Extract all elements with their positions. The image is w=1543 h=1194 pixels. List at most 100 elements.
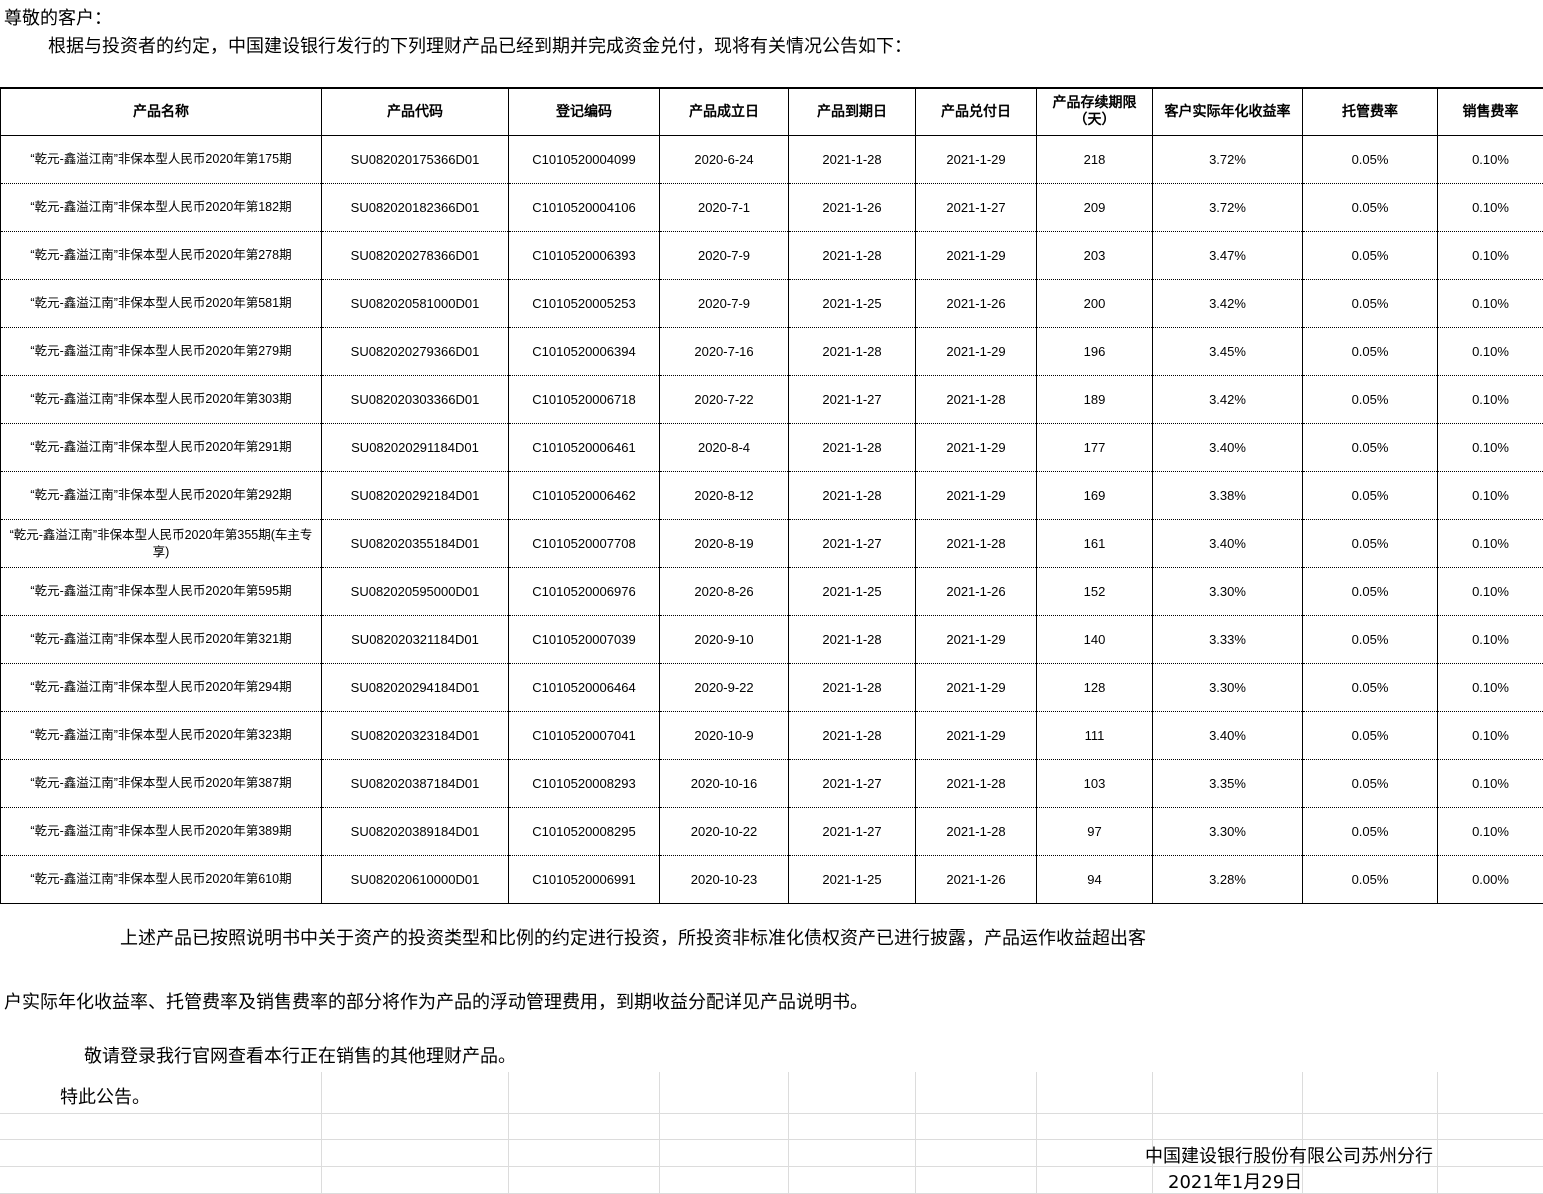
product-table: 产品名称 产品代码 登记编码 产品成立日 产品到期日 产品兑付日 产品存续期限（天） 客户实际…	[0, 87, 1543, 904]
cell-duration-days: 200	[1036, 279, 1153, 328]
cell-annual-yield: 3.45%	[1152, 327, 1303, 376]
cell-custody-fee-rate: 0.05%	[1302, 231, 1438, 280]
cell-custody-fee-rate: 0.05%	[1302, 711, 1438, 760]
cell-establish-date: 2020-7-9	[659, 279, 789, 328]
cell-establish-date: 2020-9-22	[659, 663, 789, 712]
cell-duration-days: 177	[1036, 423, 1153, 472]
cell-maturity-date: 2021-1-28	[788, 711, 916, 760]
cell-duration-days: 103	[1036, 759, 1153, 808]
cell-maturity-date: 2021-1-27	[788, 375, 916, 424]
cell-maturity-date: 2021-1-28	[788, 231, 916, 280]
cell-establish-date: 2020-10-9	[659, 711, 789, 760]
cell-sales-fee-rate: 0.10%	[1437, 759, 1543, 808]
cell-maturity-date: 2021-1-28	[788, 327, 916, 376]
cell-registration-code: C1010520006718	[508, 375, 660, 424]
cell-annual-yield: 3.40%	[1152, 519, 1303, 568]
cell-product-code: SU082020595000D01	[321, 567, 509, 616]
signature: 中国建设银行股份有限公司苏州分行	[1145, 1146, 1433, 1167]
cell-product-name: “乾元-鑫溢江南”非保本型人民币2020年第321期	[0, 615, 322, 664]
cell-sales-fee-rate: 0.10%	[1437, 807, 1543, 856]
cell-payment-date: 2021-1-29	[915, 135, 1037, 184]
table-row: “乾元-鑫溢江南”非保本型人民币2020年第595期 SU082020595000…	[0, 567, 1543, 616]
cell-custody-fee-rate: 0.05%	[1302, 183, 1438, 232]
cell-product-name: “乾元-鑫溢江南”非保本型人民币2020年第323期	[0, 711, 322, 760]
header-establish-date: 产品成立日	[659, 87, 789, 136]
cell-custody-fee-rate: 0.05%	[1302, 375, 1438, 424]
cell-maturity-date: 2021-1-25	[788, 855, 916, 904]
disclosure-paragraph-line2: 户实际年化收益率、托管费率及销售费率的部分将作为产品的浮动管理费用，到期收益分配…	[4, 992, 868, 1013]
cell-product-code: SU082020182366D01	[321, 183, 509, 232]
table-row: “乾元-鑫溢江南”非保本型人民币2020年第182期 SU082020182366…	[0, 183, 1543, 232]
table-row: “乾元-鑫溢江南”非保本型人民币2020年第389期 SU082020389184…	[0, 807, 1543, 856]
cell-product-code: SU082020323184D01	[321, 711, 509, 760]
cell-sales-fee-rate: 0.10%	[1437, 663, 1543, 712]
cell-product-code: SU082020610000D01	[321, 855, 509, 904]
cell-payment-date: 2021-1-28	[915, 519, 1037, 568]
table-row: “乾元-鑫溢江南”非保本型人民币2020年第303期 SU082020303366…	[0, 375, 1543, 424]
cell-product-name: “乾元-鑫溢江南”非保本型人民币2020年第610期	[0, 855, 322, 904]
cell-payment-date: 2021-1-29	[915, 231, 1037, 280]
header-maturity-date: 产品到期日	[788, 87, 916, 136]
cell-product-name: “乾元-鑫溢江南”非保本型人民币2020年第182期	[0, 183, 322, 232]
cell-sales-fee-rate: 0.10%	[1437, 711, 1543, 760]
cell-payment-date: 2021-1-29	[915, 711, 1037, 760]
cell-sales-fee-rate: 0.10%	[1437, 375, 1543, 424]
cell-custody-fee-rate: 0.05%	[1302, 327, 1438, 376]
cell-maturity-date: 2021-1-26	[788, 183, 916, 232]
cell-product-name: “乾元-鑫溢江南”非保本型人民币2020年第595期	[0, 567, 322, 616]
cell-annual-yield: 3.30%	[1152, 807, 1303, 856]
cell-product-code: SU082020294184D01	[321, 663, 509, 712]
cell-duration-days: 128	[1036, 663, 1153, 712]
cell-custody-fee-rate: 0.05%	[1302, 663, 1438, 712]
cell-registration-code: C1010520008293	[508, 759, 660, 808]
cell-maturity-date: 2021-1-28	[788, 615, 916, 664]
cell-product-code: SU082020279366D01	[321, 327, 509, 376]
cell-maturity-date: 2021-1-25	[788, 567, 916, 616]
cell-annual-yield: 3.35%	[1152, 759, 1303, 808]
cell-product-code: SU082020278366D01	[321, 231, 509, 280]
table-row: “乾元-鑫溢江南”非保本型人民币2020年第581期 SU082020581000…	[0, 279, 1543, 328]
cell-payment-date: 2021-1-29	[915, 471, 1037, 520]
cell-registration-code: C1010520006976	[508, 567, 660, 616]
cell-sales-fee-rate: 0.10%	[1437, 567, 1543, 616]
cell-duration-days: 94	[1036, 855, 1153, 904]
cell-establish-date: 2020-7-16	[659, 327, 789, 376]
table-row: “乾元-鑫溢江南”非保本型人民币2020年第321期 SU082020321184…	[0, 615, 1543, 664]
cell-sales-fee-rate: 0.10%	[1437, 327, 1543, 376]
table-row: “乾元-鑫溢江南”非保本型人民币2020年第291期 SU082020291184…	[0, 423, 1543, 472]
cell-product-name: “乾元-鑫溢江南”非保本型人民币2020年第303期	[0, 375, 322, 424]
cell-product-code: SU082020292184D01	[321, 471, 509, 520]
cell-duration-days: 218	[1036, 135, 1153, 184]
cell-duration-days: 97	[1036, 807, 1153, 856]
cell-establish-date: 2020-9-10	[659, 615, 789, 664]
cell-registration-code: C1010520008295	[508, 807, 660, 856]
cell-sales-fee-rate: 0.00%	[1437, 855, 1543, 904]
cell-product-code: SU082020303366D01	[321, 375, 509, 424]
cell-product-name: “乾元-鑫溢江南”非保本型人民币2020年第294期	[0, 663, 322, 712]
cell-product-name: “乾元-鑫溢江南”非保本型人民币2020年第291期	[0, 423, 322, 472]
cell-product-name: “乾元-鑫溢江南”非保本型人民币2020年第292期	[0, 471, 322, 520]
cell-payment-date: 2021-1-26	[915, 855, 1037, 904]
cell-custody-fee-rate: 0.05%	[1302, 471, 1438, 520]
cell-duration-days: 111	[1036, 711, 1153, 760]
cell-establish-date: 2020-10-22	[659, 807, 789, 856]
header-payment-date: 产品兑付日	[915, 87, 1037, 136]
closing-statement: 特此公告。	[60, 1087, 150, 1108]
cell-registration-code: C1010520006464	[508, 663, 660, 712]
cell-payment-date: 2021-1-29	[915, 615, 1037, 664]
cell-annual-yield: 3.42%	[1152, 279, 1303, 328]
cell-duration-days: 152	[1036, 567, 1153, 616]
cell-registration-code: C1010520004099	[508, 135, 660, 184]
cell-duration-days: 209	[1036, 183, 1153, 232]
cell-annual-yield: 3.30%	[1152, 663, 1303, 712]
cell-payment-date: 2021-1-28	[915, 759, 1037, 808]
table-row: “乾元-鑫溢江南”非保本型人民币2020年第279期 SU082020279366…	[0, 327, 1543, 376]
announcement-date: 2021年1月29日	[1168, 1172, 1303, 1193]
cell-product-code: SU082020321184D01	[321, 615, 509, 664]
cell-registration-code: C1010520006991	[508, 855, 660, 904]
empty-grid-cells	[0, 1072, 1543, 1194]
table-row: “乾元-鑫溢江南”非保本型人民币2020年第175期 SU082020175366…	[0, 135, 1543, 184]
cell-payment-date: 2021-1-28	[915, 807, 1037, 856]
cell-sales-fee-rate: 0.10%	[1437, 231, 1543, 280]
cell-establish-date: 2020-7-22	[659, 375, 789, 424]
